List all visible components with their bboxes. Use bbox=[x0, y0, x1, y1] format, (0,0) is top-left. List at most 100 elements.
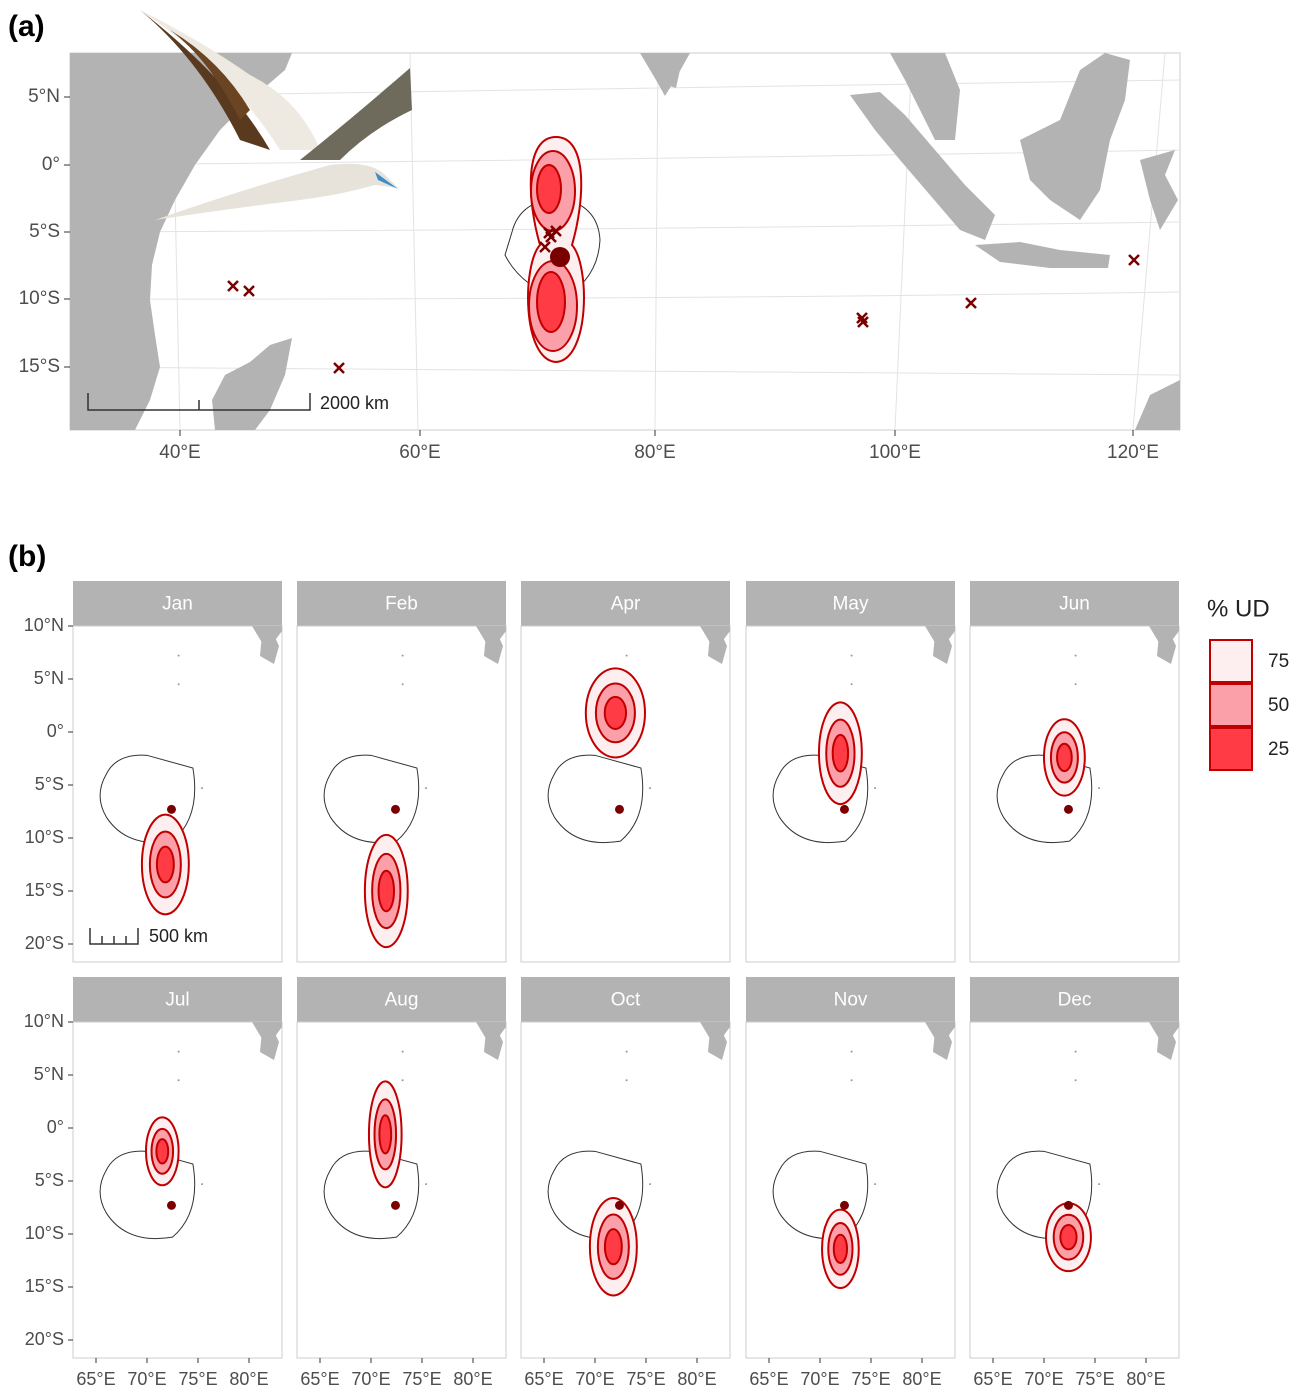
x-tick-label: 80°E bbox=[453, 1369, 492, 1389]
x-tick-label: 60°E bbox=[399, 442, 440, 463]
atoll bbox=[425, 1183, 427, 1185]
facet-label: Jul bbox=[165, 990, 189, 1011]
x-tick-label: 70°E bbox=[800, 1369, 839, 1389]
ud-25 bbox=[605, 1229, 622, 1264]
legend-label: 75 bbox=[1268, 651, 1289, 672]
legend-key bbox=[1210, 728, 1252, 770]
scale-bar-label: 2000 km bbox=[320, 393, 389, 413]
atoll bbox=[1075, 1079, 1077, 1081]
atoll bbox=[178, 683, 180, 685]
legend-key bbox=[1210, 684, 1252, 726]
ud-25 bbox=[1060, 1225, 1076, 1249]
y-tick-label: 5°N bbox=[34, 668, 64, 688]
facet: Jul10°N5°N0°5°S10°S15°S20°S65°E70°E75°E8… bbox=[24, 977, 282, 1389]
atoll bbox=[402, 655, 404, 657]
y-tick-label: 0° bbox=[47, 1117, 64, 1137]
ud-25 bbox=[537, 165, 561, 213]
x-tick-label: 70°E bbox=[351, 1369, 390, 1389]
atoll bbox=[851, 1051, 853, 1053]
atoll bbox=[626, 1051, 628, 1053]
colony bbox=[167, 805, 176, 814]
facet-panel bbox=[970, 1022, 1179, 1358]
ud-25 bbox=[834, 1235, 847, 1263]
facet: Feb bbox=[297, 581, 506, 962]
atoll bbox=[178, 1051, 180, 1053]
x-tick-label: 75°E bbox=[851, 1369, 890, 1389]
atoll bbox=[626, 655, 628, 657]
y-tick-label: 5°S bbox=[35, 774, 64, 794]
panel-b-facets: Jan10°N5°N0°5°S10°S15°S20°S500 kmFebAprM… bbox=[24, 581, 1179, 1389]
atoll bbox=[626, 1079, 628, 1081]
panel-a-map: 2000 km 40°E60°E80°E100°E120°E5°N0°5°S10… bbox=[19, 10, 1180, 463]
ud-25 bbox=[157, 847, 174, 883]
colony bbox=[1064, 805, 1073, 814]
y-tick-label: 20°S bbox=[25, 1329, 64, 1349]
facet-panel bbox=[970, 626, 1179, 962]
x-tick-label: 80°E bbox=[634, 442, 675, 463]
x-tick-label: 75°E bbox=[402, 1369, 441, 1389]
colony bbox=[391, 805, 400, 814]
panel-label: (b) bbox=[8, 540, 46, 573]
ud-25 bbox=[833, 735, 848, 772]
x-tick-label: 80°E bbox=[229, 1369, 268, 1389]
atoll bbox=[201, 787, 203, 789]
x-tick-label: 65°E bbox=[524, 1369, 563, 1389]
facet: Dec65°E70°E75°E80°E bbox=[970, 977, 1179, 1389]
colony bbox=[840, 1201, 849, 1210]
x-tick-label: 40°E bbox=[159, 442, 200, 463]
ud-25 bbox=[379, 871, 394, 911]
colony bbox=[167, 1201, 176, 1210]
atoll bbox=[1075, 1051, 1077, 1053]
atoll bbox=[1075, 655, 1077, 657]
y-tick-label: 15°S bbox=[19, 356, 60, 377]
ud-25 bbox=[537, 272, 565, 332]
atoll bbox=[402, 1079, 404, 1081]
facet-label: Apr bbox=[611, 594, 641, 615]
y-tick-label: 15°S bbox=[25, 1276, 64, 1296]
y-tick-label: 0° bbox=[47, 721, 64, 741]
atoll bbox=[851, 1079, 853, 1081]
legend-key bbox=[1210, 640, 1252, 682]
facet: Jan10°N5°N0°5°S10°S15°S20°S500 km bbox=[24, 581, 282, 962]
facet: Aug 65°E 70°E 75°E 80°E bbox=[297, 977, 506, 1389]
colony bbox=[615, 1201, 624, 1210]
facet-panel bbox=[297, 1022, 506, 1358]
facet-label: Jun bbox=[1059, 594, 1090, 615]
legend-keys: 75 50 25 bbox=[1210, 640, 1289, 770]
atoll bbox=[402, 1051, 404, 1053]
x-tick-label: 70°E bbox=[127, 1369, 166, 1389]
y-tick-label: 10°S bbox=[19, 288, 60, 309]
atoll bbox=[178, 1079, 180, 1081]
legend: % UD 755025 bbox=[1207, 595, 1289, 770]
y-tick-label: 5°N bbox=[28, 86, 60, 107]
ud-25 bbox=[605, 697, 626, 729]
facet-panel bbox=[521, 1022, 730, 1358]
facet-panel bbox=[73, 626, 282, 962]
colony bbox=[1064, 1201, 1073, 1210]
x-tick-label: 65°E bbox=[749, 1369, 788, 1389]
scale-bar-label: 500 km bbox=[149, 926, 208, 946]
x-tick-label: 80°E bbox=[902, 1369, 941, 1389]
facet: Jun bbox=[970, 581, 1179, 962]
legend-label: 50 bbox=[1268, 695, 1289, 716]
atoll bbox=[874, 1183, 876, 1185]
facet-label: May bbox=[833, 594, 869, 615]
x-tick-label: 65°E bbox=[300, 1369, 339, 1389]
facet-label: Aug bbox=[385, 990, 419, 1011]
x-tick-label: 80°E bbox=[1126, 1369, 1165, 1389]
panel-label: (a) bbox=[8, 10, 45, 43]
figure: (a) (b) bbox=[0, 0, 1304, 1393]
x-tick-label: 70°E bbox=[1024, 1369, 1063, 1389]
atoll bbox=[851, 655, 853, 657]
atoll bbox=[1098, 1183, 1100, 1185]
atoll bbox=[649, 1183, 651, 1185]
facet: Nov 65°E 70°E 75°E 80°E bbox=[746, 977, 955, 1389]
x-tick-label: 100°E bbox=[869, 442, 921, 463]
y-tick-label: 5°S bbox=[29, 221, 60, 242]
facet-label: Nov bbox=[834, 990, 868, 1011]
legend-label: 25 bbox=[1268, 739, 1289, 760]
ud-25 bbox=[156, 1139, 168, 1163]
atoll bbox=[874, 787, 876, 789]
atoll bbox=[1098, 787, 1100, 789]
atoll bbox=[851, 683, 853, 685]
